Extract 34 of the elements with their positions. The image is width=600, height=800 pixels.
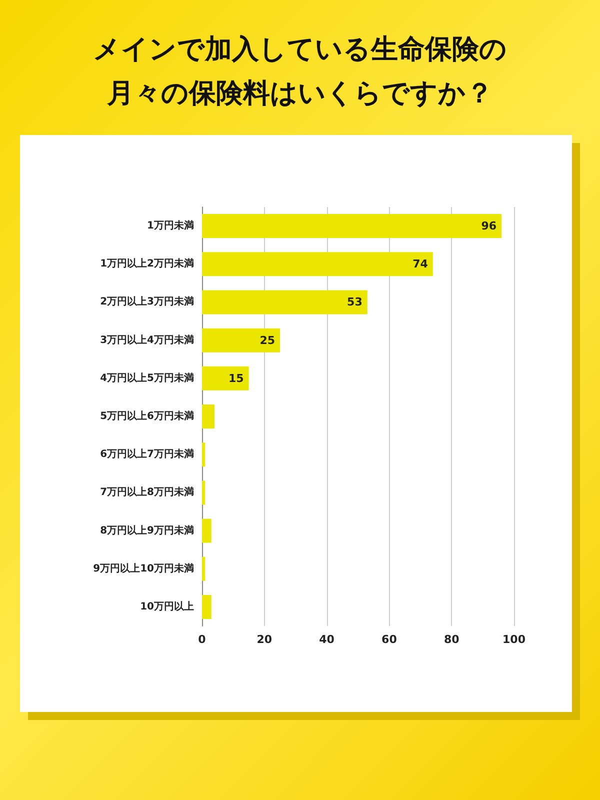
bar — [202, 290, 368, 314]
bar — [202, 252, 433, 276]
data-label: 74 — [412, 258, 428, 271]
bar — [202, 480, 206, 505]
y-tick-label: 4万円以上5万円未満 — [100, 372, 194, 384]
chart-title: メインで加入している生命保険の月々の保険料はいくらですか？ — [92, 33, 508, 111]
x-tick-label: 60 — [382, 633, 398, 646]
y-tick-label: 9万円以上10万円未満 — [93, 562, 194, 574]
x-tick-label: 100 — [502, 633, 526, 646]
y-tick-label: 1万円未満 — [147, 220, 194, 232]
x-tick-label: 0 — [198, 633, 206, 646]
bar — [202, 556, 206, 581]
y-tick-label: 1万円以上2万円未満 — [100, 258, 194, 270]
x-tick-label: 40 — [319, 633, 335, 646]
y-tick-label: 10万円以上 — [140, 600, 194, 612]
y-tick-label: 8万円以上9万円未満 — [100, 524, 194, 536]
data-label: 53 — [347, 296, 362, 309]
bar — [202, 442, 206, 467]
y-tick-label: 6万円以上7万円未満 — [100, 448, 194, 460]
data-label: 15 — [228, 372, 244, 385]
bar — [202, 404, 214, 428]
bar — [202, 366, 249, 390]
bar — [202, 594, 212, 619]
data-label: 96 — [481, 220, 497, 233]
y-tick-label: 3万円以上4万円未満 — [100, 334, 194, 346]
bar — [202, 518, 212, 543]
y-tick-label: 5万円以上6万円未満 — [100, 410, 194, 422]
x-tick-label: 80 — [444, 633, 460, 646]
bar — [202, 214, 502, 238]
y-tick-label: 7万円以上8万円未満 — [100, 486, 194, 498]
bar — [202, 328, 280, 352]
data-label: 25 — [260, 334, 275, 347]
y-tick-label: 2万円以上3万円未満 — [100, 296, 194, 308]
x-tick-label: 20 — [256, 633, 272, 646]
